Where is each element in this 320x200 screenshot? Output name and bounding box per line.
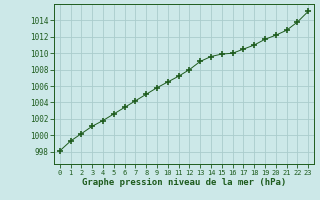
X-axis label: Graphe pression niveau de la mer (hPa): Graphe pression niveau de la mer (hPa) [82,178,286,187]
